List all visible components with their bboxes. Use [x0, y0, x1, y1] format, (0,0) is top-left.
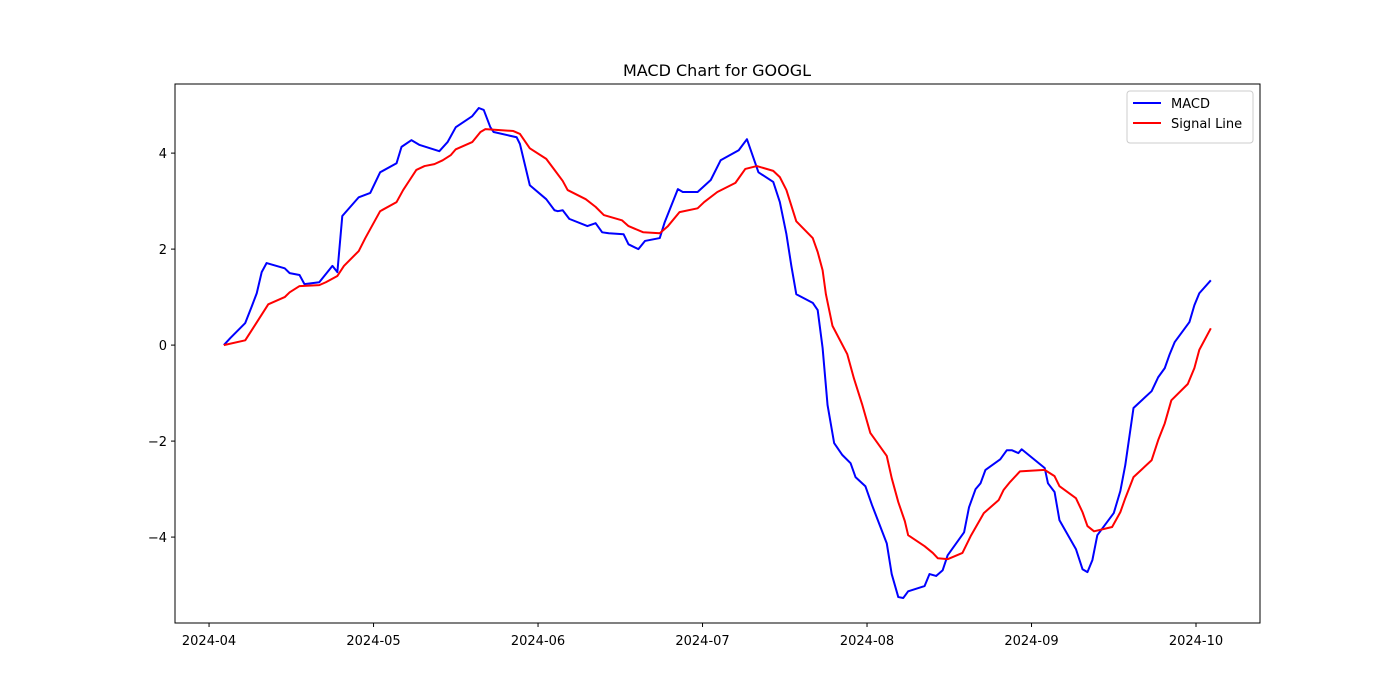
series-line	[223, 128, 1212, 561]
x-tick-label: 2024-06	[511, 634, 565, 649]
legend-label: Signal Line	[1171, 117, 1242, 132]
x-tick-label: 2024-09	[1004, 634, 1058, 649]
series-line	[223, 107, 1212, 600]
y-tick-label: −4	[148, 531, 167, 546]
y-tick-label: 0	[159, 339, 167, 354]
y-tick-label: −2	[148, 435, 167, 450]
plot-frame	[174, 83, 1261, 624]
x-tick-label: 2024-07	[675, 634, 729, 649]
chart-title: MACD Chart for GOOGL	[623, 61, 811, 80]
x-tick-label: 2024-04	[182, 634, 236, 649]
x-tick-label: 2024-05	[346, 634, 400, 649]
legend: MACD Signal Line	[1126, 90, 1254, 144]
x-tick-label: 2024-08	[840, 634, 894, 649]
y-tick-label: 2	[159, 243, 167, 258]
legend-label: MACD	[1171, 97, 1210, 112]
y-tick-label: 4	[159, 147, 167, 162]
x-tick-label: 2024-10	[1169, 634, 1223, 649]
